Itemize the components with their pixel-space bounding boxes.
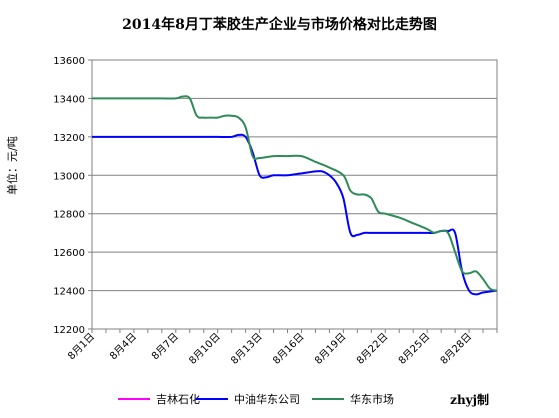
legend-item: 吉林石化 — [118, 389, 200, 409]
legend-label: 中油华东公司 — [234, 393, 300, 406]
y-tick-label: 13600 — [53, 56, 85, 67]
legend-swatch — [312, 398, 344, 400]
y-tick-label: 12200 — [53, 325, 85, 336]
y-tick-label: 12400 — [53, 287, 85, 298]
credit-text: zhyj制 — [450, 393, 489, 407]
y-tick-label: 13200 — [53, 133, 85, 144]
legend: 吉林石化 中油华东公司 华东市场 — [0, 389, 559, 409]
x-tick-label: 8月4日 — [107, 331, 139, 363]
x-tick-label: 8月28日 — [438, 331, 474, 367]
x-tick-label: 8月16日 — [270, 331, 306, 367]
legend-swatch — [196, 398, 228, 400]
y-tick-label: 13000 — [53, 171, 85, 182]
legend-swatch — [118, 398, 150, 400]
y-tick-label: 13400 — [53, 94, 85, 105]
series-line-3 — [91, 95, 498, 292]
legend-label: 吉林石化 — [156, 393, 200, 406]
chart-title: 2014年8月丁苯胶生产企业与市场价格对比走势图 — [122, 17, 437, 33]
x-tick-label: 8月13日 — [229, 331, 265, 367]
y-tick-label: 12800 — [53, 210, 85, 221]
y-tick-label: 12600 — [53, 248, 85, 259]
x-tick-label: 8月10日 — [187, 331, 223, 367]
plot-frame — [91, 59, 498, 330]
legend-label: 华东市场 — [350, 393, 394, 406]
x-tick-label: 8月25日 — [396, 331, 432, 367]
legend-item: 华东市场 — [312, 389, 394, 409]
legend-item: 中油华东公司 — [196, 389, 300, 409]
x-tick-label: 8月19日 — [312, 331, 348, 367]
x-tick-label: 8月22日 — [354, 331, 390, 367]
x-tick-label: 8月7日 — [149, 331, 181, 363]
